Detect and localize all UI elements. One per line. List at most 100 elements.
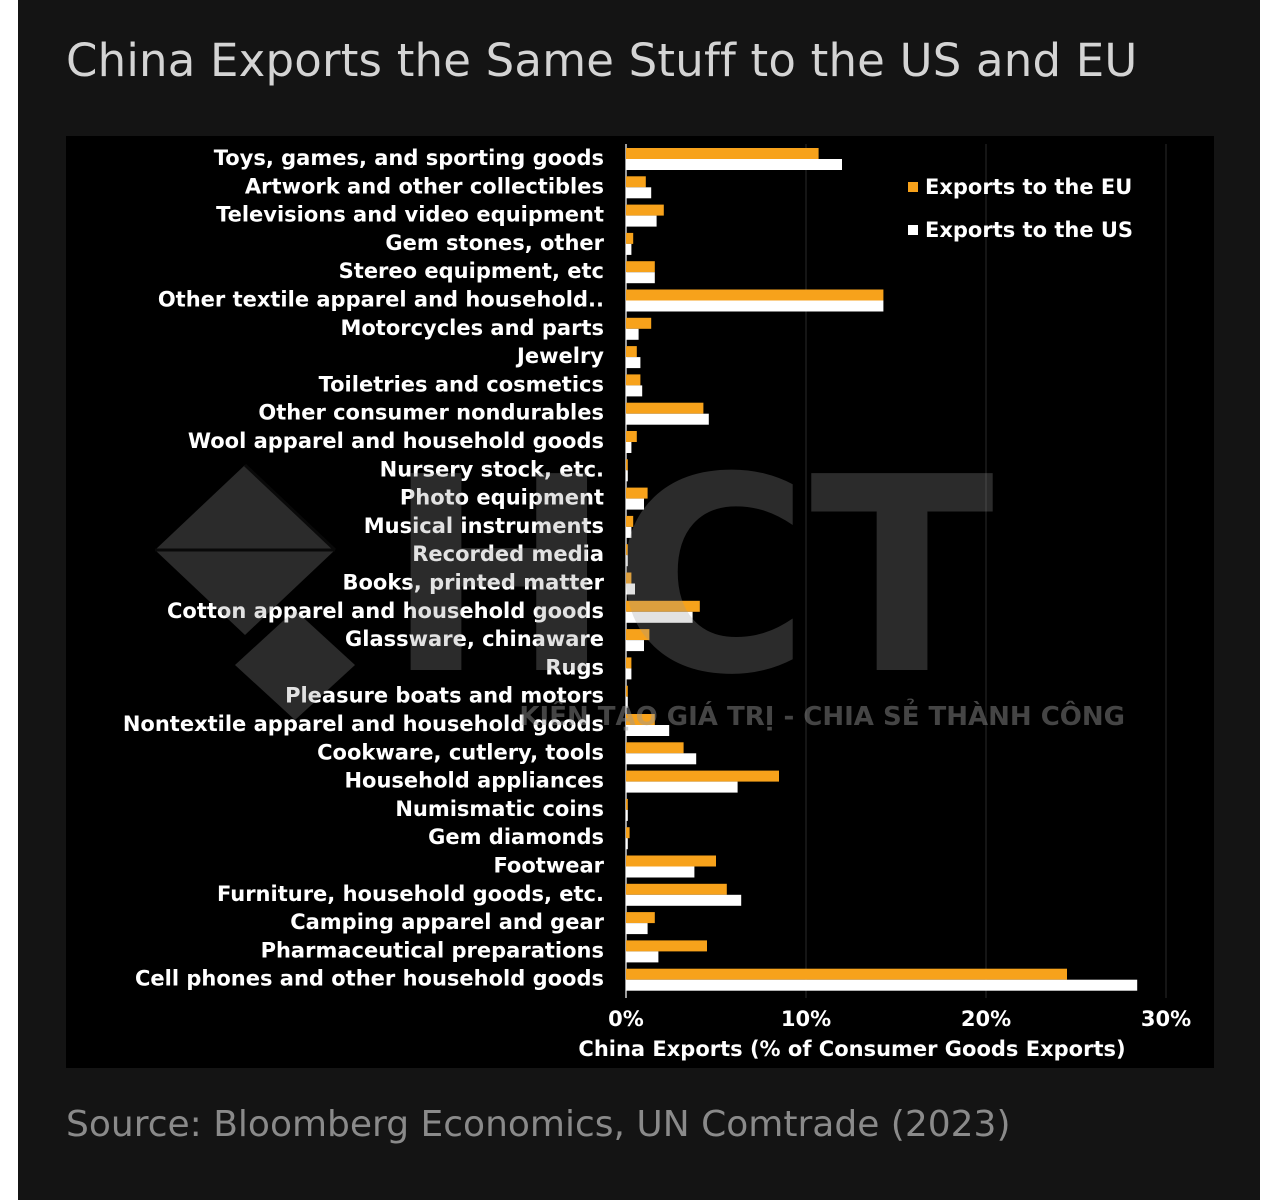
legend-label-eu: Exports to the EU: [925, 175, 1132, 199]
bar-eu: [626, 742, 684, 754]
bar-eu: [626, 402, 704, 414]
bar-eu: [626, 629, 650, 641]
bar-eu: [626, 176, 646, 188]
bar-eu: [626, 827, 630, 839]
bar-eu: [626, 883, 727, 895]
bar-eu: [626, 657, 632, 669]
source-note: Source: Bloomberg Economics, UN Comtrade…: [66, 1104, 1011, 1145]
bar-us: [626, 668, 632, 680]
category-label: Stereo equipment, etc: [339, 259, 604, 283]
category-label: Televisions and video equipment: [216, 203, 604, 227]
bar-us: [626, 725, 670, 736]
bar-us: [626, 215, 657, 227]
bar-eu: [626, 940, 707, 952]
bar-us: [626, 555, 628, 567]
category-label: Toiletries and cosmetics: [319, 372, 604, 396]
bar-us: [626, 894, 742, 906]
bar-eu: [626, 685, 628, 697]
x-axis-label: China Exports (% of Consumer Goods Expor…: [578, 1037, 1125, 1061]
bar-us: [626, 498, 644, 510]
bar-eu: [626, 346, 637, 358]
bar-us: [626, 923, 648, 935]
bar-us: [626, 328, 639, 340]
x-tick-label: 20%: [961, 1007, 1011, 1031]
legend-swatch-eu: [908, 182, 918, 192]
bar-eu: [626, 572, 632, 584]
category-label: Cotton apparel and household goods: [167, 599, 604, 623]
legend-swatch-us: [908, 225, 918, 235]
legend-label-us: Exports to the US: [925, 218, 1133, 242]
bar-us: [626, 300, 884, 312]
bar-us: [626, 243, 632, 255]
bar-eu: [626, 261, 655, 273]
category-label: Pharmaceutical preparations: [261, 938, 604, 962]
bar-us: [626, 187, 652, 199]
bar-eu: [626, 600, 700, 612]
category-label: Photo equipment: [400, 486, 604, 510]
x-tick-label: 0%: [608, 1007, 644, 1031]
category-label: Musical instruments: [364, 514, 604, 538]
category-label: Camping apparel and gear: [290, 910, 604, 934]
grid-lines: [625, 144, 1167, 998]
bar-us: [626, 413, 709, 425]
category-label: Pleasure boats and motors: [285, 684, 604, 708]
bar-us: [626, 526, 632, 538]
bar-eu: [626, 912, 655, 924]
x-tick-label: 30%: [1141, 1007, 1191, 1031]
bar-us: [626, 159, 842, 170]
category-label: Recorded media: [412, 542, 604, 566]
bar-eu: [626, 459, 628, 471]
bar-eu: [626, 317, 652, 329]
category-label: Gem diamonds: [428, 825, 604, 849]
category-label: Artwork and other collectibles: [245, 174, 604, 198]
bar-eu: [626, 968, 1067, 980]
category-label: Furniture, household goods, etc.: [217, 882, 604, 906]
category-label: Gem stones, other: [385, 231, 604, 255]
category-label: Nontextile apparel and household goods: [123, 712, 604, 736]
bar-series: [626, 148, 1138, 991]
category-label: Cell phones and other household goods: [135, 967, 604, 991]
bar-eu: [626, 544, 628, 556]
category-label: Footwear: [493, 854, 604, 878]
bar-us: [626, 979, 1138, 991]
bar-us: [626, 470, 628, 482]
bar-eu: [626, 770, 779, 782]
bar-eu: [626, 148, 819, 159]
bar-chart: Toys, games, and sporting goods Artwork a…: [123, 144, 1191, 1061]
bar-us: [626, 583, 635, 595]
bar-us: [626, 442, 632, 453]
category-label: Nursery stock, etc.: [380, 457, 604, 481]
bar-us: [626, 640, 644, 652]
page-title: China Exports the Same Stuff to the US a…: [66, 34, 1138, 87]
bar-us: [626, 838, 628, 850]
bar-eu: [626, 855, 716, 867]
category-label: Rugs: [545, 655, 604, 679]
bar-eu: [626, 515, 634, 527]
bar-us: [626, 866, 695, 878]
x-tick-label: 10%: [781, 1007, 831, 1031]
bar-us: [626, 272, 655, 284]
bar-eu: [626, 431, 637, 442]
bar-eu: [626, 289, 884, 301]
category-label: Books, printed matter: [342, 571, 604, 595]
category-label: Other textile apparel and household..: [158, 288, 604, 312]
category-labels: Toys, games, and sporting goods Artwork a…: [123, 146, 605, 991]
bar-eu: [626, 374, 641, 386]
category-label: Household appliances: [344, 769, 604, 793]
bar-us: [626, 696, 628, 708]
bar-us: [626, 781, 738, 793]
bar-us: [626, 357, 641, 369]
x-tick-labels: 0% 10% 20% 30%: [608, 1007, 1191, 1031]
category-label: Wool apparel and household goods: [188, 429, 604, 453]
bar-eu: [626, 798, 628, 810]
legend: Exports to the EU Exports to the US: [908, 175, 1133, 242]
chart-panel: Toys, games, and sporting goods Artwork a…: [66, 136, 1214, 1068]
category-label: Other consumer nondurables: [258, 401, 604, 425]
bar-us: [626, 385, 643, 397]
category-label: Motorcycles and parts: [340, 316, 604, 340]
bar-us: [626, 753, 697, 765]
category-label: Numismatic coins: [395, 797, 604, 821]
bar-us: [626, 611, 693, 623]
bar-us: [626, 809, 628, 821]
category-label: Glassware, chinaware: [345, 627, 604, 651]
